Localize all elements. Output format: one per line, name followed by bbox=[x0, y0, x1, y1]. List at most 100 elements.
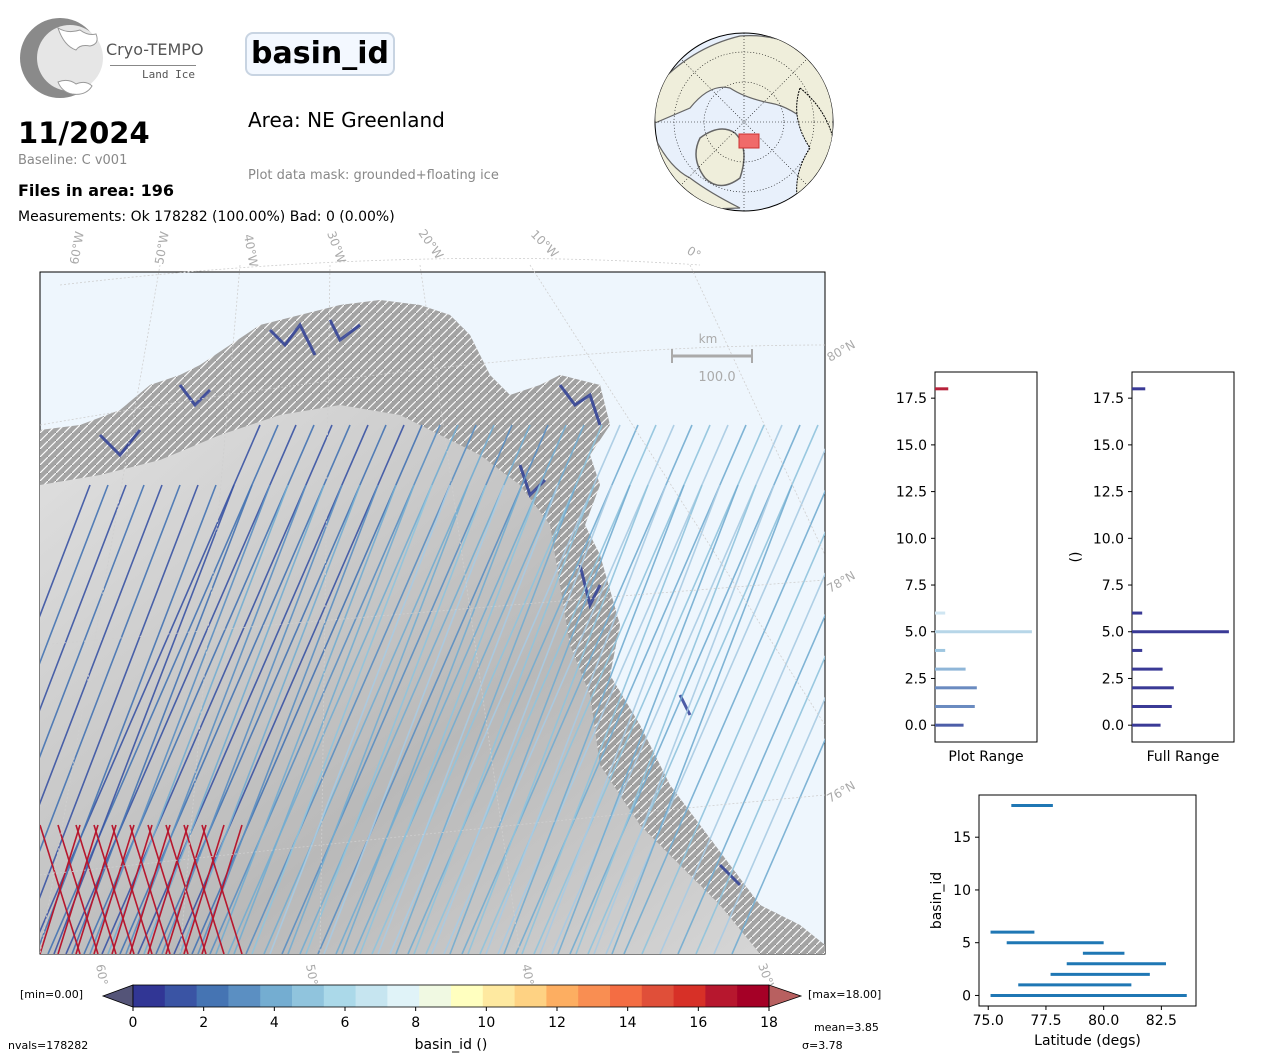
ground-track bbox=[299, 424, 531, 954]
colorbar-swatch bbox=[514, 985, 547, 1007]
y-tick-label: 2.5 bbox=[1102, 671, 1124, 687]
colorbar-tick-label: 8 bbox=[411, 1015, 420, 1031]
ground-track bbox=[40, 484, 109, 665]
x-tick-label: 77.5 bbox=[1030, 1013, 1061, 1029]
histogram-bar bbox=[935, 387, 949, 391]
lat-label: 76°N bbox=[825, 778, 858, 805]
sigma-stat: σ=3.78 bbox=[802, 1039, 843, 1052]
ground-track bbox=[173, 424, 405, 954]
ground-track bbox=[40, 484, 145, 759]
page-title: basin_id bbox=[245, 32, 395, 76]
y-tick-label: 5 bbox=[962, 936, 971, 952]
colorbar-swatch bbox=[546, 985, 579, 1007]
ground-track bbox=[659, 572, 825, 954]
plot-range-histogram: 0.0 2.5 5.0 7.5 10.0 12.5 15.0 17.5 Plot Range bbox=[896, 371, 1038, 765]
colorbar-swatch bbox=[419, 985, 452, 1007]
y-tick-label: 7.5 bbox=[905, 578, 927, 594]
ground-track bbox=[389, 424, 621, 954]
ground-track bbox=[431, 484, 613, 954]
colorbar-swatch bbox=[673, 985, 706, 1007]
ground-track bbox=[305, 484, 487, 954]
ground-track bbox=[557, 484, 739, 954]
baseline-label: Baseline: C v001 bbox=[18, 153, 128, 168]
colorbar-tick-label: 0 bbox=[129, 1015, 138, 1031]
colorbar-over-arrow bbox=[768, 984, 803, 1008]
ground-track bbox=[335, 424, 567, 954]
lon-label: 0° bbox=[685, 243, 704, 262]
y-tick-label: 10.0 bbox=[896, 531, 927, 547]
colorbar-swatch bbox=[387, 985, 420, 1007]
full-range-histogram: 0.0 2.5 5.0 7.5 10.0 12.5 15.0 17.5 Full Range () bbox=[1068, 371, 1235, 765]
colorbar-swatch bbox=[578, 985, 611, 1007]
latitude-scatter: 75.0 77.5 80.0 82.5 0 5 10 15 Latitude (degs) bas… bbox=[929, 794, 1197, 1049]
ground-track bbox=[197, 484, 379, 954]
colorbar-tick-label: 16 bbox=[689, 1015, 707, 1031]
histogram-bar bbox=[1132, 648, 1143, 652]
ground-track bbox=[40, 484, 181, 853]
colorbar-swatch bbox=[705, 985, 738, 1007]
ground-track bbox=[71, 484, 253, 954]
colorbar-swatch bbox=[355, 985, 388, 1007]
colorbar-swatch bbox=[451, 985, 484, 1007]
lat-label: 80°N bbox=[825, 337, 858, 364]
logo-name: Cryo-TEMPO bbox=[106, 40, 204, 59]
histogram-bar bbox=[935, 630, 1032, 634]
colorbar-max: [max=18.00] bbox=[808, 988, 881, 1001]
ground-track bbox=[40, 484, 217, 946]
y-tick-label: 10 bbox=[953, 883, 971, 899]
ground-track bbox=[551, 424, 783, 954]
colorbar-swatch bbox=[228, 985, 261, 1007]
mask-label: Plot data mask: grounded+floating ice bbox=[248, 168, 499, 183]
files-count: Files in area: 196 bbox=[18, 181, 174, 200]
histogram-bar bbox=[1132, 667, 1163, 671]
colorbar-tick-label: 2 bbox=[199, 1015, 208, 1031]
ground-track bbox=[569, 424, 801, 954]
mean-stat: mean=3.85 bbox=[814, 1021, 879, 1034]
area-label: Area: NE Greenland bbox=[248, 108, 445, 132]
ground-track bbox=[65, 424, 297, 954]
ground-track bbox=[47, 424, 279, 954]
ground-track bbox=[407, 424, 639, 954]
colorbar-tick-label: 14 bbox=[619, 1015, 637, 1031]
lon-label: 60°W bbox=[93, 963, 113, 985]
lon-label: 10°W bbox=[528, 227, 561, 260]
main-map: km 100.0 60°W 50°W 40°W 30°W 20°W 10°W 0… bbox=[39, 227, 858, 985]
ground-track bbox=[179, 484, 361, 954]
y-axis-label: basin_id bbox=[929, 872, 945, 929]
ground-track bbox=[93, 824, 135, 954]
colorbar-swatch bbox=[482, 985, 516, 1007]
ground-track bbox=[201, 824, 243, 954]
histogram-bar bbox=[935, 704, 975, 708]
ground-track bbox=[251, 484, 433, 954]
ground-track bbox=[605, 448, 825, 954]
ground-track bbox=[75, 824, 117, 954]
lat-label: 78°N bbox=[825, 568, 858, 595]
ground-track bbox=[395, 484, 577, 954]
logo-subtitle: Land Ice bbox=[142, 68, 195, 81]
ground-track bbox=[215, 484, 397, 954]
ground-track bbox=[165, 824, 207, 954]
ground-track bbox=[40, 484, 163, 806]
ground-track bbox=[479, 424, 711, 954]
nvals-stat: nvals=178282 bbox=[8, 1039, 88, 1052]
ground-track bbox=[713, 696, 825, 954]
x-axis-label: Plot Range bbox=[948, 749, 1023, 765]
cryotempo-logo: Cryo-TEMPO Land Ice bbox=[18, 18, 208, 100]
x-tick-label: 75.0 bbox=[973, 1013, 1004, 1029]
histogram-bar bbox=[935, 611, 946, 615]
histogram-bar bbox=[935, 648, 946, 652]
ground-track bbox=[119, 424, 351, 954]
y-tick-label: 7.5 bbox=[1102, 578, 1124, 594]
ground-track bbox=[323, 484, 505, 954]
ground-track bbox=[57, 824, 99, 954]
ground-track bbox=[53, 484, 235, 954]
ground-track bbox=[107, 484, 289, 954]
colorbar-under-arrow bbox=[101, 984, 134, 1008]
ground-track bbox=[677, 613, 825, 954]
area-highlight bbox=[738, 133, 760, 149]
logo-graphic bbox=[20, 18, 103, 98]
y-tick-label: 12.5 bbox=[896, 485, 927, 501]
y-tick-label: 5.0 bbox=[905, 625, 927, 641]
scale-unit: km bbox=[699, 332, 718, 346]
ground-track bbox=[587, 424, 819, 954]
